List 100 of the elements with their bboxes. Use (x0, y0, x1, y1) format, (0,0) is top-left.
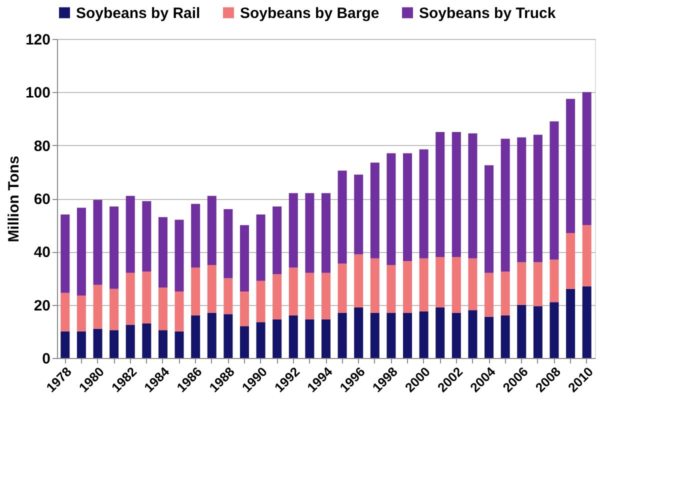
bar (142, 272, 152, 324)
bar (322, 272, 330, 320)
y-tick-label: 0 (42, 350, 50, 368)
y-tick-label: 40 (34, 244, 50, 262)
bar (517, 137, 526, 262)
bar (305, 319, 314, 358)
bar (468, 310, 478, 358)
bar (110, 206, 119, 289)
bar (322, 319, 330, 358)
bar (322, 193, 330, 273)
bar (272, 206, 282, 274)
bar (484, 165, 494, 273)
bar (174, 292, 184, 332)
bar (272, 274, 282, 320)
legend-label: Soybeans by Truck (419, 4, 556, 22)
bar (370, 312, 380, 358)
bar (224, 314, 233, 358)
bar (566, 288, 576, 358)
bar (191, 268, 200, 316)
bar (468, 133, 478, 258)
bar (158, 288, 168, 330)
bar (419, 149, 428, 258)
bar (500, 315, 510, 358)
bar (256, 280, 266, 322)
bar (354, 307, 364, 358)
y-tick-label: 20 (34, 297, 50, 314)
bar (533, 134, 542, 262)
bar (517, 304, 526, 358)
bar (436, 132, 445, 257)
bar (93, 284, 102, 329)
bar (533, 306, 542, 358)
bar (60, 214, 70, 293)
bar (500, 138, 510, 272)
y-tick-label: 60 (34, 191, 50, 208)
bar (582, 92, 592, 226)
bar (452, 132, 461, 257)
bar (582, 225, 592, 286)
bar (240, 292, 249, 326)
bar (338, 264, 347, 313)
bar (386, 312, 396, 358)
bar (419, 258, 428, 312)
bar (142, 201, 152, 272)
bar (126, 324, 135, 358)
bar (174, 331, 184, 358)
bar (174, 220, 184, 292)
bar (191, 315, 200, 358)
bar (370, 258, 380, 313)
bar (517, 262, 526, 305)
bar (484, 316, 494, 358)
y-tick-label: 80 (34, 138, 50, 155)
bar (158, 330, 168, 358)
bar (403, 312, 412, 358)
bar (240, 225, 249, 292)
bar (76, 296, 86, 332)
bar (110, 330, 119, 358)
bar (436, 256, 445, 308)
bar (305, 193, 314, 273)
bar (60, 331, 70, 358)
bar (288, 268, 298, 316)
bar (550, 121, 559, 260)
bar (142, 323, 152, 358)
bar (403, 153, 412, 261)
bar (272, 319, 282, 358)
bar (582, 286, 592, 358)
bar (500, 272, 510, 316)
bar (354, 254, 364, 308)
bar (76, 208, 86, 296)
bar (533, 262, 542, 306)
bar (256, 322, 266, 358)
bar (436, 307, 445, 358)
y-axis-title: Million Tons (5, 156, 22, 242)
bar (93, 200, 102, 285)
bar (207, 312, 216, 358)
bar (305, 272, 314, 320)
bar (566, 233, 576, 289)
bar (419, 311, 428, 358)
bar (550, 260, 559, 302)
bar (158, 217, 168, 288)
bar (452, 312, 461, 358)
bar (338, 170, 347, 264)
legend-label: Soybeans by Rail (76, 4, 200, 22)
bar (370, 162, 380, 258)
bar (354, 174, 364, 254)
bar (468, 258, 478, 310)
bar (288, 193, 298, 268)
y-tick-label: 120 (25, 32, 50, 48)
bar (484, 272, 494, 317)
bar (566, 98, 576, 234)
bar (76, 331, 86, 358)
bar (93, 328, 102, 358)
bar (224, 209, 233, 278)
bar (550, 302, 559, 358)
bar (207, 196, 216, 265)
bar (256, 214, 266, 281)
y-tick-label: 100 (25, 84, 50, 102)
bar (191, 204, 200, 268)
bar (110, 288, 119, 330)
legend-label: Soybeans by Barge (240, 4, 380, 22)
bar (126, 272, 135, 325)
bar (403, 260, 412, 313)
